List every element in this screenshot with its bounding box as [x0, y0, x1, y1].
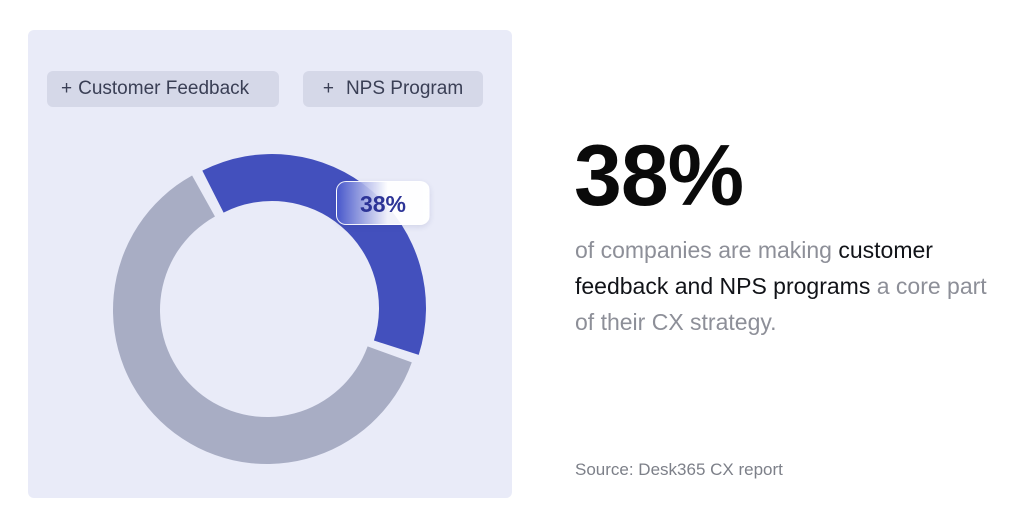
filter-chip-nps-program[interactable]: + NPS Program [303, 71, 483, 107]
donut-segment-remainder [113, 175, 412, 464]
description-text: of companies are making [575, 237, 839, 263]
description-text: a core part of their CX strategy. [575, 273, 987, 335]
stat-description: of companies are making customer feedbac… [575, 232, 995, 340]
chart-data-label: 38% [336, 181, 430, 225]
source-note: Source: Desk365 CX report [575, 460, 783, 479]
description-highlight: customer feedback and NPS programs [575, 237, 933, 299]
plus-icon: + [61, 78, 73, 99]
filter-chip-label: NPS Program [345, 78, 464, 99]
filter-chip-label: Customer Feedback [78, 78, 250, 99]
plus-icon: + [322, 78, 334, 99]
headline-stat: 38% [574, 128, 744, 224]
filter-chip-customer-feedback[interactable]: + Customer Feedback [47, 71, 279, 107]
